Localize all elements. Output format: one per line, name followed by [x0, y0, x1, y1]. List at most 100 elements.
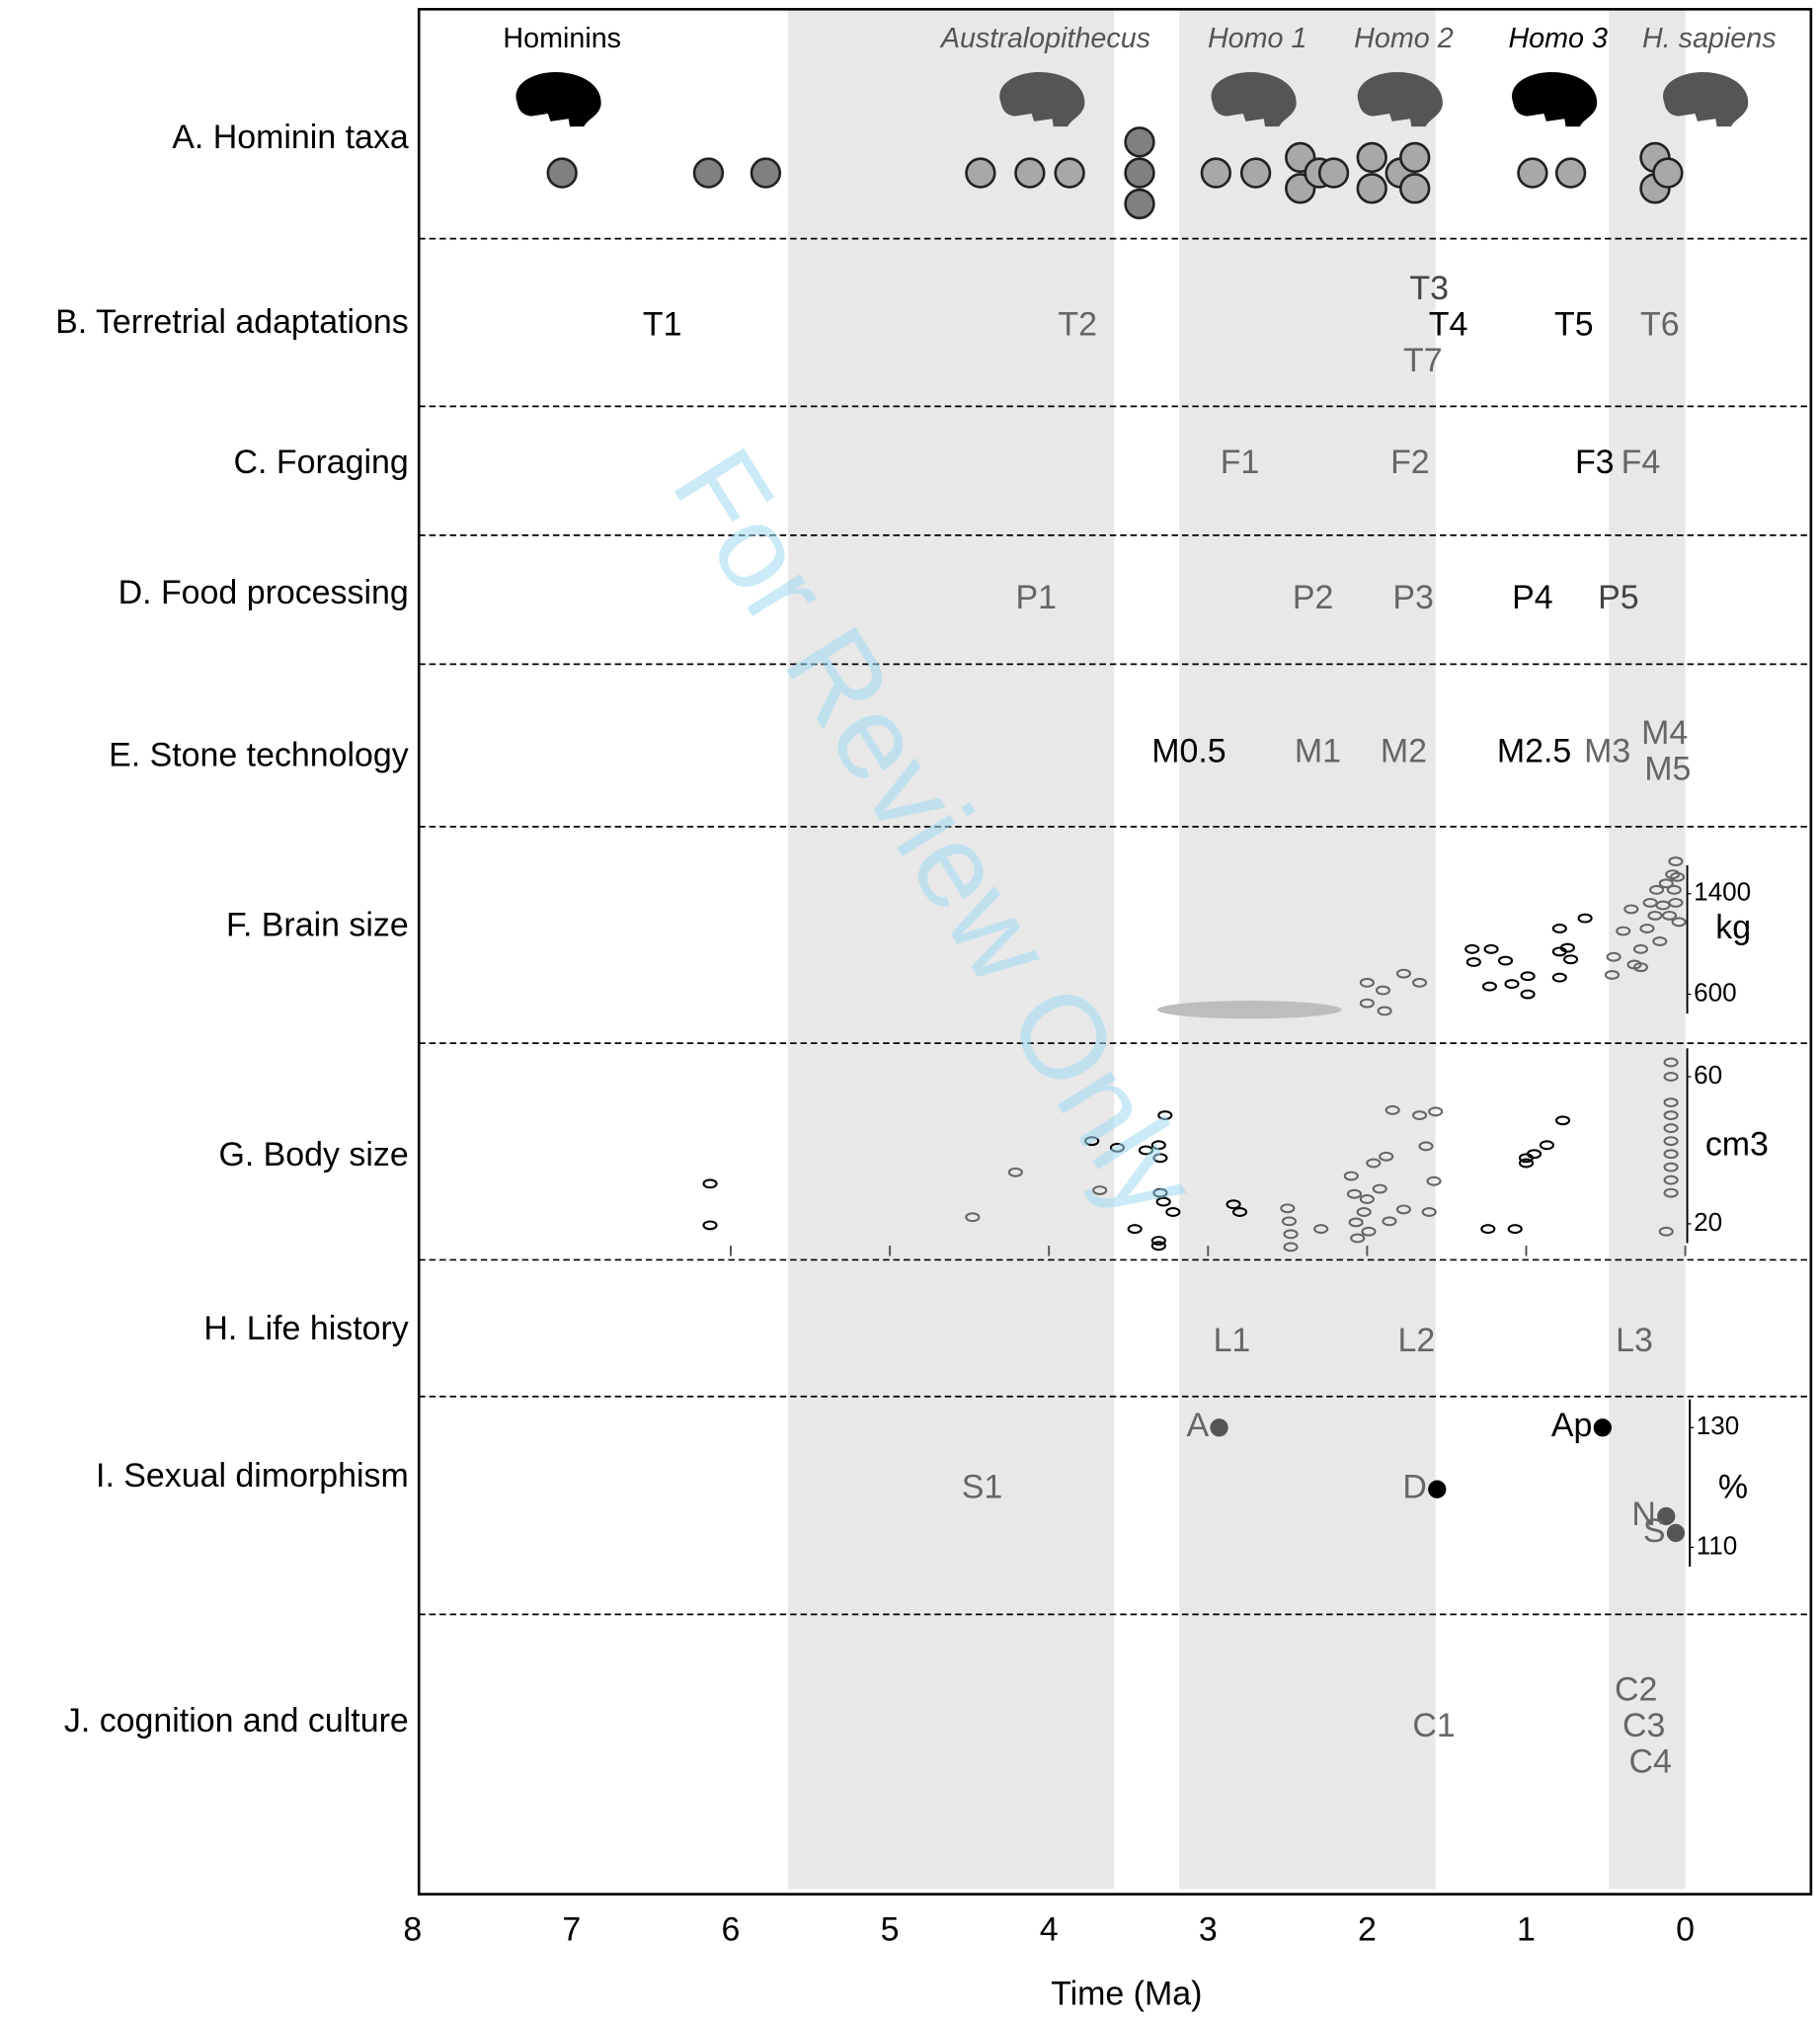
x-tick-label: 2	[1358, 1910, 1377, 1948]
row-label: I. Sexual dimorphism	[96, 1457, 409, 1495]
x-tick-label: 0	[1676, 1910, 1695, 1948]
milestone-code: T7	[1403, 342, 1443, 379]
milestone-code: P3	[1392, 579, 1434, 616]
milestone-code: F2	[1390, 444, 1430, 481]
skull-shape	[1512, 72, 1597, 126]
specimen-point	[1166, 1208, 1179, 1216]
skull-icon	[515, 72, 600, 126]
x-tick-label: 7	[562, 1910, 581, 1948]
taxon-point	[1241, 159, 1270, 188]
milestone-code: M3	[1584, 732, 1630, 769]
mini-tick-label: 110	[1697, 1530, 1738, 1560]
page: {"chart_data": { "type": "timeline", "wa…	[0, 0, 1820, 2022]
milestone-code: C4	[1628, 1743, 1671, 1781]
milestone-code: F1	[1221, 444, 1260, 481]
mini-tick-label: 1400	[1694, 877, 1751, 907]
milestone-code: L1	[1214, 1322, 1251, 1359]
milestone-code: L2	[1397, 1322, 1435, 1359]
taxon-label: Homo 3	[1508, 23, 1608, 54]
taxon-label: Hominins	[503, 23, 621, 54]
taxon-point	[1358, 143, 1386, 172]
mini-axis-unit: kg	[1715, 909, 1751, 946]
row-label: G. Body size	[218, 1136, 408, 1173]
taxon-point	[752, 159, 780, 188]
dimorphism-point	[1667, 1524, 1685, 1542]
milestone-code: M0.5	[1151, 732, 1226, 769]
specimen-point	[1152, 1242, 1165, 1250]
milestone-code: M4	[1641, 714, 1688, 752]
mini-axis-unit: %	[1718, 1469, 1748, 1506]
row-label: A. Hominin taxa	[172, 119, 409, 156]
milestone-code: M2	[1381, 732, 1427, 769]
specimen-point	[1556, 1116, 1569, 1124]
mini-axis-unit: cm3	[1705, 1126, 1769, 1164]
taxon-point	[1015, 159, 1044, 188]
taxon-point	[694, 159, 723, 188]
skull-shape	[515, 72, 600, 126]
row-label: D. Food processing	[119, 574, 409, 611]
milestone-code: C2	[1615, 1671, 1657, 1709]
milestone-code: T5	[1554, 305, 1594, 343]
dimorphism-label: Ap	[1551, 1407, 1593, 1444]
milestone-code: L3	[1616, 1322, 1653, 1359]
specimen-point	[703, 1179, 716, 1187]
taxon-label: H. sapiens	[1642, 23, 1777, 54]
x-tick-label: 5	[881, 1910, 900, 1948]
taxon-point	[1126, 190, 1154, 218]
taxon-point	[1319, 159, 1348, 188]
taxon-point	[1358, 174, 1386, 202]
taxon-point	[1400, 174, 1429, 202]
dimorphism-point	[1428, 1481, 1446, 1498]
x-axis-title: Time (Ma)	[1051, 1976, 1202, 2013]
mini-tick-label: 130	[1697, 1411, 1740, 1440]
specimen-point	[1522, 972, 1535, 980]
milestone-code: S1	[962, 1469, 1003, 1506]
milestone-code: C3	[1622, 1707, 1665, 1744]
milestone-code: T6	[1640, 305, 1680, 343]
milestone-code: F3	[1575, 444, 1615, 481]
dimorphism-point	[1210, 1418, 1227, 1436]
taxon-point	[1654, 159, 1683, 188]
mini-tick-label: 60	[1694, 1060, 1722, 1090]
milestone-code: M5	[1644, 751, 1691, 788]
specimen-point	[1509, 1225, 1522, 1233]
dimorphism-label: A	[1186, 1407, 1209, 1444]
shaded-period	[1179, 9, 1435, 1889]
row-label: E. Stone technology	[109, 736, 409, 773]
row-label: B. Terretrial adaptations	[55, 303, 409, 341]
specimen-point	[1499, 957, 1512, 965]
specimen-point	[1541, 1141, 1553, 1149]
plot-frame	[419, 9, 1811, 1894]
milestone-code: P2	[1293, 579, 1333, 616]
row-label: H. Life history	[203, 1310, 408, 1347]
specimen-point	[1483, 983, 1496, 991]
taxon-point	[1202, 159, 1230, 188]
milestone-code: C1	[1412, 1707, 1455, 1744]
taxon-point	[548, 159, 577, 188]
milestone-code: M2.5	[1497, 732, 1571, 769]
taxon-point	[1556, 159, 1585, 188]
specimen-point	[1505, 980, 1518, 988]
milestone-code: T1	[643, 305, 682, 343]
specimen-point	[1553, 925, 1566, 932]
x-tick-label: 4	[1040, 1910, 1059, 1948]
row-label: C. Foraging	[234, 444, 409, 481]
specimen-point	[1579, 915, 1592, 923]
x-tick-label: 3	[1199, 1910, 1218, 1948]
mini-tick-label: 600	[1694, 977, 1737, 1007]
specimen-point	[703, 1222, 716, 1230]
specimen-point	[1553, 974, 1566, 982]
skull-icon	[1512, 72, 1597, 126]
dimorphism-label: D	[1402, 1469, 1427, 1506]
taxon-point	[1126, 127, 1154, 156]
milestone-code: P4	[1512, 579, 1553, 616]
milestone-code: P5	[1598, 579, 1639, 616]
taxon-label: Homo 1	[1208, 23, 1307, 54]
x-tick-label: 1	[1517, 1910, 1536, 1948]
specimen-point	[1522, 991, 1535, 999]
specimen-point	[1467, 958, 1480, 966]
milestone-code: T3	[1409, 270, 1449, 307]
taxon-point	[967, 159, 995, 188]
taxon-point	[1519, 159, 1547, 188]
milestone-code: F4	[1622, 444, 1661, 481]
